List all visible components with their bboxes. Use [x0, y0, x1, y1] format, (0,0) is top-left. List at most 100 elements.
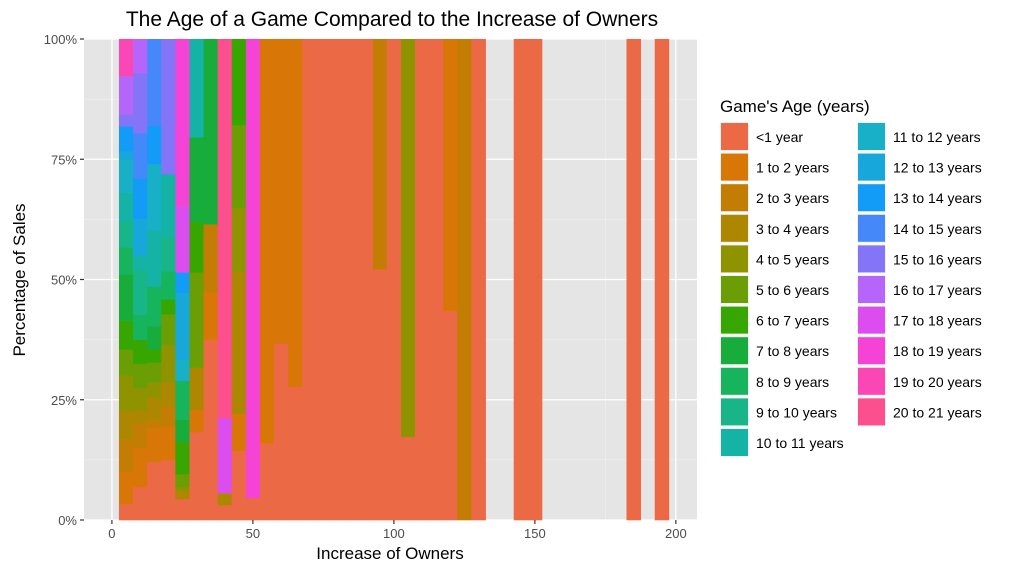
bar-segment: <1 year: [513, 39, 529, 521]
legend-label: 15 to 16 years: [893, 251, 982, 267]
bar-segment: 6 to 7 years: [189, 222, 204, 273]
x-tick-label: 0: [108, 526, 115, 541]
bar-segment: <1 year: [133, 486, 148, 521]
bar-segment: 17 to 18 years: [217, 418, 233, 494]
x-tick-label: 200: [665, 526, 687, 541]
legend-label: 12 to 13 years: [893, 160, 982, 176]
bar-segment: <1 year: [654, 39, 670, 521]
bar-segment: 6 to 7 years: [147, 349, 162, 363]
bar-segment: 6 to 7 years: [175, 441, 190, 475]
bar-segment: 10 to 11 years: [133, 255, 148, 270]
bar-segment: 1 to 2 years: [203, 292, 219, 340]
bar-segment: 1 to 2 years: [274, 39, 289, 344]
bar-segment: 11 to 12 years: [147, 163, 162, 231]
bar-segment: 7 to 8 years: [203, 39, 219, 225]
legend-swatch: [721, 367, 748, 395]
bar-segment: <1 year: [245, 497, 261, 521]
legend-swatch: [721, 184, 748, 212]
legend-swatch: [721, 398, 748, 426]
legend-label: 6 to 7 years: [756, 313, 829, 329]
bar-segment: <1 year: [626, 39, 642, 521]
legend-swatch: [721, 337, 748, 365]
bar-segment: 12 to 13 years: [175, 292, 190, 360]
bar-segment: 2 to 3 years: [118, 439, 134, 473]
bar-segment: 8 to 9 years: [175, 380, 190, 420]
y-tick-label: 50%: [51, 273, 77, 288]
bar-segment: 18 to 19 years: [245, 39, 261, 499]
legend-swatch: [858, 337, 885, 365]
legend-swatch: [721, 306, 748, 334]
bar-segment: 11 to 12 years: [175, 359, 190, 382]
bar-segment: <1 year: [443, 310, 458, 521]
legend-label: 7 to 8 years: [756, 343, 829, 359]
bar-segment: 2 to 3 years: [203, 224, 219, 293]
bar-segment: 2 to 3 years: [161, 406, 176, 427]
bar-segment: <1 year: [274, 343, 289, 521]
x-tick-label: 100: [383, 526, 405, 541]
legend-swatch: [858, 153, 885, 181]
legend-label: 11 to 12 years: [893, 129, 981, 145]
legend-label: 9 to 10 years: [756, 404, 837, 420]
legend-swatch: [858, 184, 885, 212]
legend-label: 5 to 6 years: [756, 282, 829, 298]
bar-segment: <1 year: [316, 39, 331, 521]
bar-segment: <1 year: [330, 39, 345, 521]
bar-segment: 5 to 6 years: [189, 272, 204, 368]
bar-segment: <1 year: [203, 339, 219, 521]
y-tick-label: 100%: [44, 32, 78, 47]
legend-label: 17 to 18 years: [893, 313, 982, 329]
bar-segment: 1 to 2 years: [288, 39, 303, 388]
bar-segment: <1 year: [161, 459, 176, 521]
y-axis-title: Percentage of Sales: [10, 203, 29, 356]
bar-segment: 3 to 4 years: [189, 367, 204, 411]
bar-segment: 4 to 5 years: [175, 486, 190, 492]
bar-segment: 5 to 6 years: [175, 473, 190, 488]
bar-segment: 1 to 2 years: [133, 447, 148, 488]
y-tick-label: 25%: [51, 393, 77, 408]
bar-segment: 15 to 16 years: [161, 39, 176, 175]
x-tick-label: 50: [246, 526, 260, 541]
bar-segment: 10 to 11 years: [189, 39, 204, 138]
legend-swatch: [858, 367, 885, 395]
bar-segment: 4 to 5 years: [231, 207, 247, 273]
bar-segment: <1 year: [217, 505, 233, 521]
bar-segment: 12 to 13 years: [133, 218, 148, 256]
bar-segment: 1 to 2 years: [118, 471, 134, 505]
legend-label: <1 year: [756, 129, 803, 145]
legend-label: 14 to 15 years: [893, 221, 982, 237]
bar-segment: <1 year: [415, 39, 430, 521]
legend-label: 3 to 4 years: [756, 221, 829, 237]
bar-segment: 3 to 4 years: [118, 410, 134, 440]
bar-segment: 2 to 3 years: [457, 39, 472, 521]
bar-segment: 9 to 10 years: [161, 237, 176, 272]
legend-label: 1 to 2 years: [756, 160, 829, 176]
bar-segment: <1 year: [288, 386, 303, 521]
bar-segment: 3 to 4 years: [217, 493, 233, 506]
bar-segment: <1 year: [118, 504, 134, 521]
bar-segment: 13 to 14 years: [133, 178, 148, 219]
legend-swatch: [858, 214, 885, 242]
bar-segment: 3 to 4 years: [161, 382, 176, 407]
legend-label: 13 to 14 years: [893, 190, 982, 206]
chart-title: The Age of a Game Compared to the Increa…: [126, 8, 658, 31]
bar-segment: 8 to 9 years: [147, 286, 162, 327]
bar-segment: 8 to 9 years: [118, 247, 134, 275]
bar-segment: 4 to 5 years: [400, 39, 416, 438]
legend-label: 19 to 20 years: [893, 374, 982, 390]
bar-segment: 14 to 15 years: [133, 133, 148, 179]
bar-segment: 1 to 2 years: [147, 427, 162, 463]
bar-segment: 10 to 11 years: [147, 230, 162, 287]
legend-swatch: [858, 245, 885, 273]
legend-swatch: [721, 276, 748, 303]
legend-label: 8 to 9 years: [756, 374, 829, 390]
legend-swatch: [721, 429, 748, 456]
bar-segment: <1 year: [527, 39, 543, 521]
bar-segment: 2 to 3 years: [372, 39, 388, 270]
bar-segment: <1 year: [189, 431, 204, 521]
bar-segment: 1 to 2 years: [189, 409, 204, 433]
bar-segment: <1 year: [175, 498, 190, 521]
bar-segment: 15 to 16 years: [118, 114, 134, 127]
bar-segment: 2 to 3 years: [133, 422, 148, 449]
bar-segment: 14 to 15 years: [147, 39, 162, 127]
